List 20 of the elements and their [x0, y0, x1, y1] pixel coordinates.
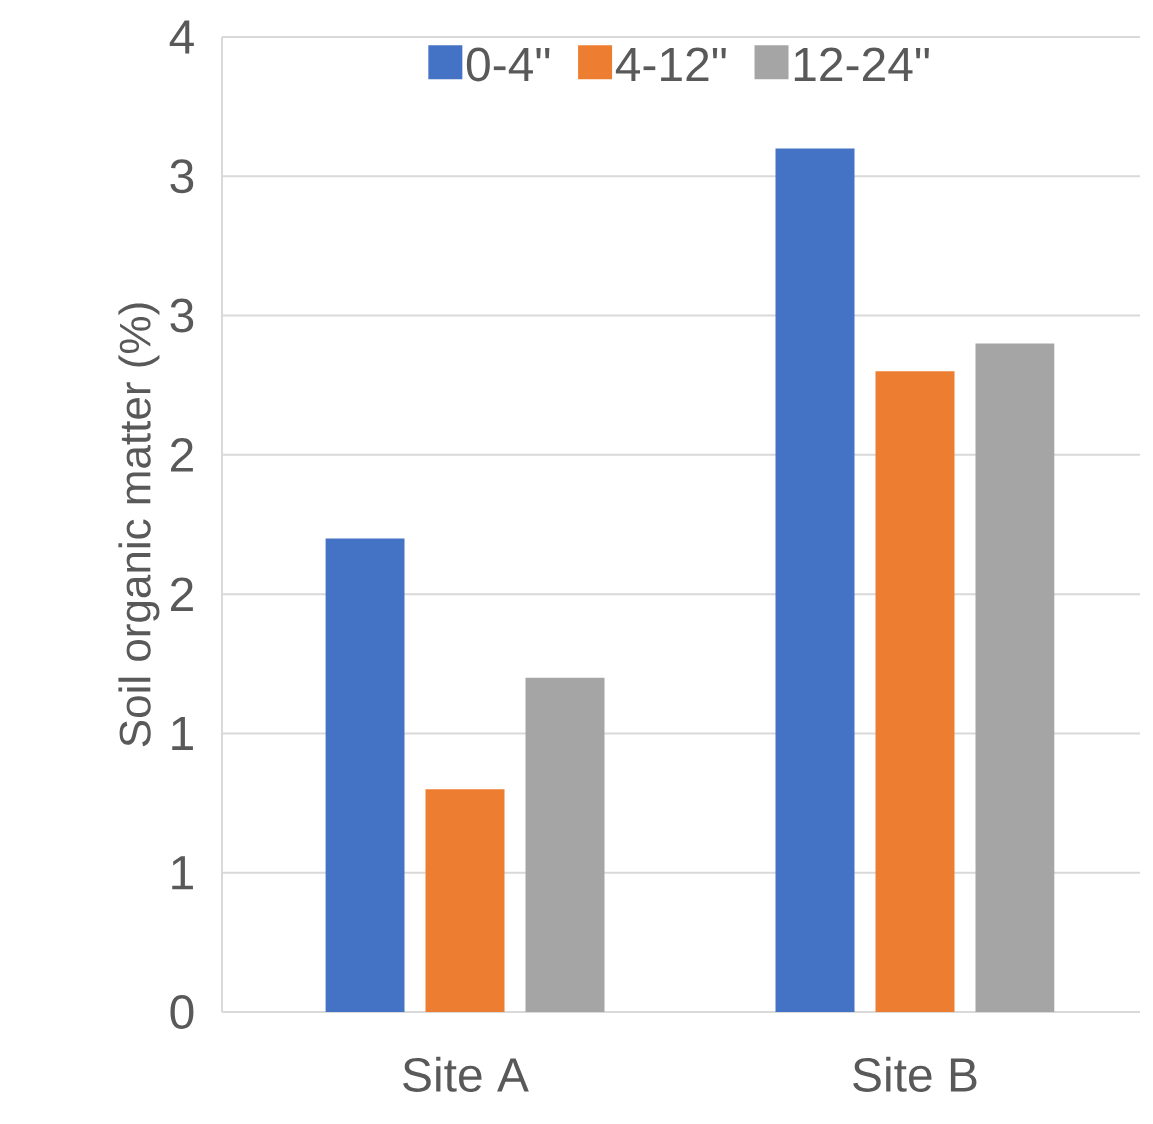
bar: [875, 371, 955, 1012]
y-tick-label: 3: [170, 159, 194, 194]
x-tick-label: Site B: [853, 1056, 977, 1092]
bar: [325, 538, 405, 1012]
bar: [775, 148, 855, 1012]
legend-label: 0-4": [466, 47, 550, 82]
y-tick-label: 2: [171, 577, 193, 611]
bar: [425, 789, 505, 1012]
bar: [525, 677, 605, 1012]
y-axis-title: Soil organic matter (%): [118, 303, 160, 747]
legend-label: 4-12": [615, 47, 726, 81]
y-tick-label: 1: [172, 856, 193, 890]
y-tick-label: 1: [172, 716, 193, 750]
y-tick-label: 0: [170, 995, 194, 1029]
y-tick-label: 4: [169, 20, 194, 54]
legend-label: 12-24": [794, 47, 929, 81]
bar: [975, 343, 1055, 1012]
y-tick-label: 3: [170, 298, 194, 333]
y-tick-label: 2: [171, 438, 193, 472]
x-tick-label: Site A: [403, 1056, 529, 1092]
